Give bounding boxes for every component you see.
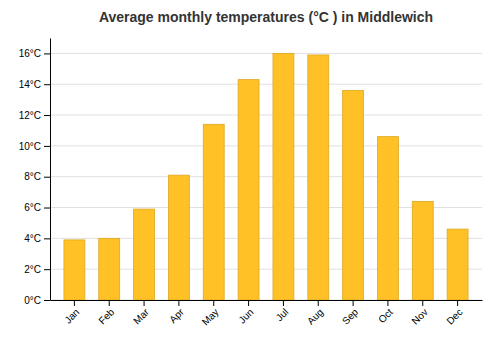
x-axis-line (51, 300, 483, 301)
y-tick: 2°C (24, 264, 50, 275)
x-tick-mark (144, 300, 145, 306)
x-tick-label: Sep (340, 306, 361, 327)
title: Average monthly temperatures (°C ) in Mi… (99, 9, 433, 25)
plot: 0°C 2°C 4°C 6°C 8°C 10°C 12°C 14°C 16°C Jan Feb Mar… (19, 39, 483, 328)
y-tick: 12°C (19, 110, 50, 121)
grid-line (50, 145, 482, 146)
y-tick-label: 10°C (19, 141, 41, 152)
y-tick-mark (44, 53, 50, 54)
x-tick-label: Feb (96, 306, 116, 326)
chart: 0°C 2°C 4°C 6°C 8°C 10°C 12°C 14°C 16°C Jan Feb Mar… (0, 0, 500, 350)
y-tick: 6°C (24, 202, 50, 213)
y-tick-label: 8°C (24, 171, 41, 182)
y-tick-mark (44, 84, 50, 85)
grid-line (50, 53, 482, 54)
bar (343, 90, 364, 300)
x-tick-label: Apr (167, 306, 186, 325)
x-tick: Oct (376, 300, 395, 325)
x-tick: Jan (62, 300, 81, 326)
y-tick: 8°C (24, 171, 50, 182)
bars (64, 53, 468, 300)
bar (447, 229, 468, 300)
bar (308, 55, 329, 300)
bar (64, 240, 85, 300)
y-tick-mark (44, 208, 50, 209)
x-tick-mark (74, 300, 75, 306)
x-tick-mark (353, 300, 354, 306)
x-tick-label: Jan (62, 306, 81, 325)
y-tick-mark (44, 146, 50, 147)
bar (168, 175, 189, 300)
x-tick: Jul (274, 300, 291, 323)
x-tick-mark (213, 300, 214, 306)
x-tick-mark (387, 300, 388, 306)
x-tick: Mar (131, 300, 151, 326)
x-tick: Sep (340, 300, 361, 327)
y-tick-label: 0°C (24, 295, 41, 306)
x-tick-label: Jul (274, 306, 291, 323)
x-tick-mark (248, 300, 249, 306)
grid-line (50, 115, 482, 116)
bar (99, 238, 120, 300)
x-tick-label: May (200, 306, 221, 327)
y-tick-label: 4°C (24, 233, 41, 244)
y-tick-mark (44, 177, 50, 178)
x-tick-mark (283, 300, 284, 306)
x-tick: Apr (167, 300, 186, 325)
x-tick: Jun (236, 300, 255, 326)
x-tick-mark (422, 300, 423, 306)
y-tick-label: 14°C (19, 79, 41, 90)
bar (273, 53, 294, 300)
y-tick-label: 16°C (19, 48, 41, 59)
y-tick: 10°C (19, 141, 50, 152)
bar (238, 80, 259, 300)
x-tick-label: Mar (131, 306, 151, 326)
x-tick-mark (457, 300, 458, 306)
x-tick-label: Nov (409, 306, 429, 326)
x-tick-label: Aug (305, 306, 325, 326)
bar (377, 137, 398, 300)
bar (134, 209, 155, 300)
x-tick: Nov (409, 300, 429, 327)
y-tick-label: 12°C (19, 110, 41, 121)
x-tick: Dec (444, 300, 464, 327)
y-tick-label: 6°C (24, 202, 41, 213)
y-tick-mark (44, 300, 50, 301)
x-tick: May (200, 300, 221, 328)
y-tick: 0°C (24, 295, 50, 306)
bar (203, 124, 224, 300)
y-tick-mark (44, 238, 50, 239)
x-tick-mark (318, 300, 319, 306)
x-axis: Jan Feb Mar Apr May Jun Jul Aug Sep Oct Nov Dec (51, 300, 483, 328)
x-tick: Feb (96, 300, 116, 326)
y-axis: 0°C 2°C 4°C 6°C 8°C 10°C 12°C 14°C 16°C (19, 39, 51, 306)
y-tick: 4°C (24, 233, 50, 244)
bar (412, 201, 433, 300)
y-tick: 16°C (19, 48, 50, 59)
x-tick-label: Oct (376, 306, 395, 325)
grid-line (50, 84, 482, 85)
x-tick-mark (178, 300, 179, 306)
x-tick-mark (109, 300, 110, 306)
grid (50, 53, 482, 300)
x-tick: Aug (305, 300, 325, 327)
y-tick: 14°C (19, 79, 50, 90)
y-tick-mark (44, 115, 50, 116)
grid-line (50, 176, 482, 177)
y-tick-label: 2°C (24, 264, 41, 275)
y-axis-line (50, 39, 51, 301)
x-tick-label: Jun (236, 306, 255, 325)
x-tick-label: Dec (444, 306, 464, 326)
y-tick-mark (44, 269, 50, 270)
